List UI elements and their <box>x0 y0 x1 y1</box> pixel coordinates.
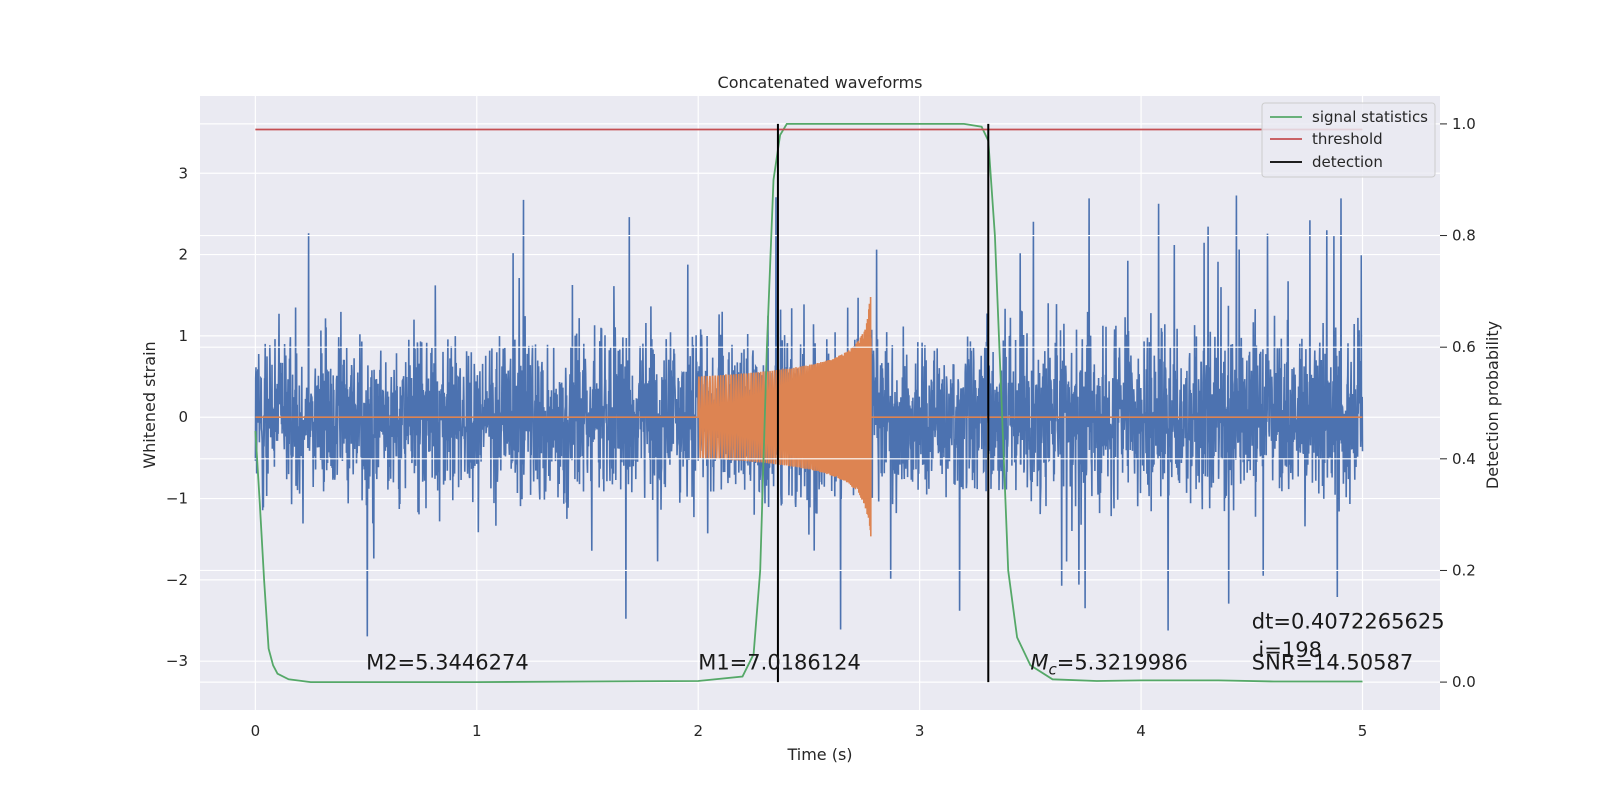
x-tick-label-3: 3 <box>915 722 925 740</box>
annotations: M2=5.3446274 M1=7.0186124 Mc=5.3219986 dt=0… <box>366 610 1445 679</box>
annotation-1: M1=7.0186124 <box>698 650 861 674</box>
x-tick-label-0: 0 <box>251 722 261 740</box>
right-y-tick-label-5: 1.0 <box>1452 115 1476 133</box>
annotation-3: dt=0.4072265625 <box>1252 610 1445 634</box>
y-axis-ticks: −3 −2 −1 0 1 2 3 <box>166 164 188 670</box>
right-y-axis-title: Detection probability <box>1483 321 1502 489</box>
y-axis-title: Whitened strain <box>140 341 159 468</box>
right-y-axis-ticks: 0.0 0.2 0.4 0.6 0.8 1.0 <box>1440 115 1476 691</box>
injection-line <box>255 296 1363 537</box>
annotation-4: i=198 <box>1258 638 1322 662</box>
legend-label-detection: detection <box>1312 153 1383 171</box>
y-tick-label-6: 3 <box>178 164 188 182</box>
x-tick-label-2: 2 <box>693 722 703 740</box>
noise-series <box>254 195 1364 637</box>
x-tick-label-5: 5 <box>1358 722 1368 740</box>
x-tick-label-4: 4 <box>1136 722 1146 740</box>
legend: signal statistics threshold detection <box>1261 102 1436 178</box>
chart-title: Concatenated waveforms <box>718 73 923 92</box>
detection-series <box>776 123 990 683</box>
x-axis-ticks: 0 1 2 3 4 5 <box>251 722 1368 740</box>
y-tick-label-4: 1 <box>178 327 188 345</box>
x-tick-label-1: 1 <box>472 722 482 740</box>
annotation-2: Mc=5.3219986 <box>1030 650 1188 678</box>
right-y-tick-label-2: 0.4 <box>1452 450 1476 468</box>
y-tick-label-2: −1 <box>166 490 188 508</box>
right-y-tick-label-1: 0.2 <box>1452 561 1476 579</box>
x-axis-title: Time (s) <box>786 745 852 764</box>
legend-box <box>1261 102 1436 178</box>
y-tick-label-1: −2 <box>166 571 188 589</box>
annotation-5: SNR=14.50587 <box>1252 650 1413 674</box>
right-y-tick-label-0: 0.0 <box>1452 673 1476 691</box>
right-y-tick-label-4: 0.8 <box>1452 227 1476 245</box>
y-tick-label-5: 2 <box>178 246 188 264</box>
noise-line <box>254 195 1364 637</box>
legend-label-signal-statistics: signal statistics <box>1312 108 1428 126</box>
legend-label-threshold: threshold <box>1312 130 1383 148</box>
y-tick-label-0: −3 <box>166 652 188 670</box>
y-tick-label-3: 0 <box>178 408 188 426</box>
right-y-tick-label-3: 0.6 <box>1452 338 1476 356</box>
injection-series <box>255 296 1363 537</box>
annotation-0: M2=5.3446274 <box>366 650 529 674</box>
